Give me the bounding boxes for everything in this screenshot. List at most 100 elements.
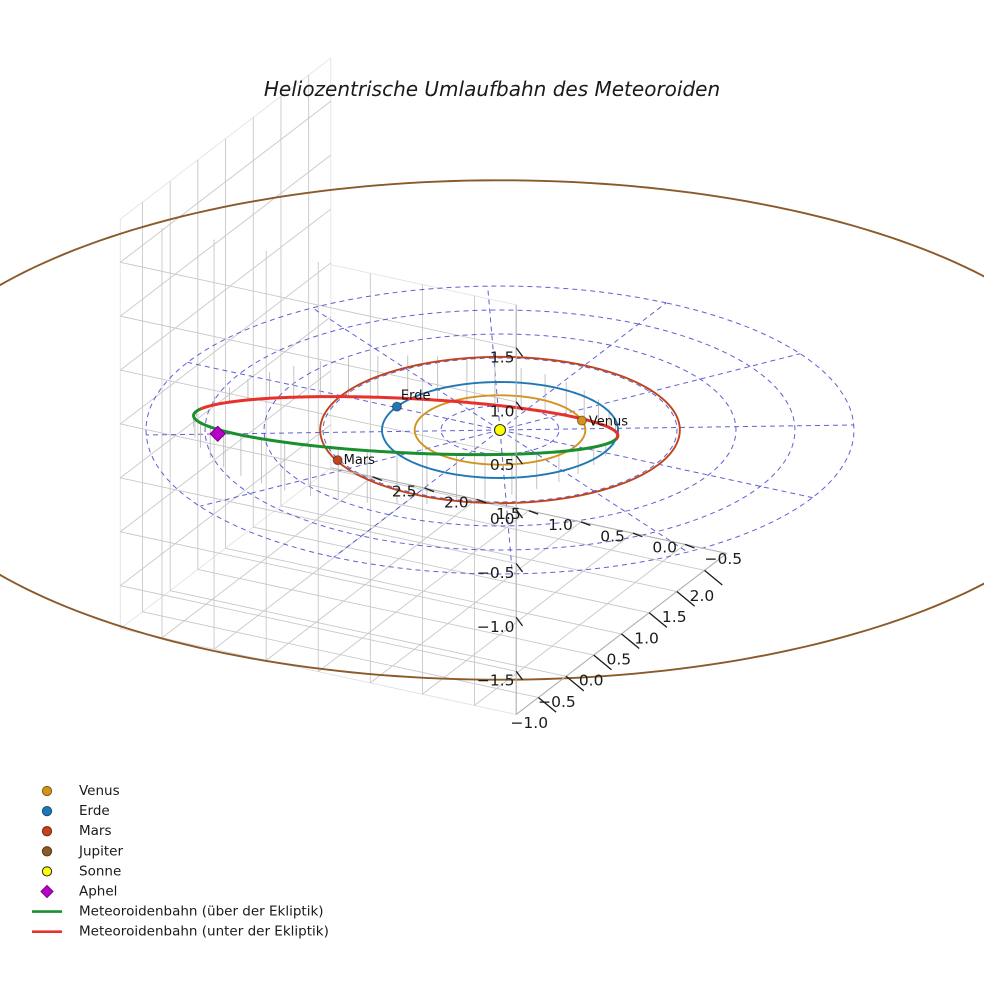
x-tick-label: −0.5 bbox=[538, 693, 576, 711]
legend-circle-icon bbox=[41, 826, 53, 837]
legend-item[interactable]: Mars bbox=[41, 823, 112, 839]
legend-item[interactable]: Erde bbox=[41, 803, 110, 819]
axis-gridlines bbox=[120, 75, 705, 706]
legend-circle-icon bbox=[41, 805, 53, 817]
floor-gridline-y bbox=[265, 498, 477, 661]
legend: Venus Erde Mars Jupiter Sonne Aphel Meteoroide… bbox=[32, 783, 329, 940]
body-label-erde: Erde bbox=[401, 389, 431, 404]
x-tick-label: −1.0 bbox=[510, 714, 548, 732]
left-wall-gridline-z bbox=[120, 585, 517, 672]
polar-spoke bbox=[312, 307, 501, 431]
y-tick-mark bbox=[424, 487, 435, 493]
legend-circle-icon bbox=[41, 785, 53, 797]
z-tick-label: −0.5 bbox=[477, 564, 515, 582]
orbit-jupiter bbox=[0, 179, 984, 681]
orbit-erde bbox=[381, 381, 619, 479]
legend-item[interactable]: Sonne bbox=[41, 863, 121, 879]
y-tick-mark bbox=[632, 532, 643, 538]
body-label-venus: Venus bbox=[589, 415, 628, 430]
polar-spoke bbox=[499, 424, 854, 431]
z-tick-label: 1.0 bbox=[490, 402, 515, 420]
y-tick-mark bbox=[372, 476, 383, 481]
z-tick-mark bbox=[515, 670, 524, 681]
x-tick-label: 0.0 bbox=[579, 672, 604, 690]
polar-circle bbox=[322, 357, 678, 503]
polar-circle bbox=[440, 405, 560, 455]
legend-label: Erde bbox=[79, 803, 110, 819]
legend-diamond-icon bbox=[40, 884, 54, 899]
left-wall-gridline-z bbox=[120, 369, 517, 457]
y-tick-label: 1.5 bbox=[496, 505, 521, 523]
x-tick-mark bbox=[648, 612, 668, 628]
back-wall-gridline-z bbox=[120, 208, 332, 371]
legend-item[interactable]: Meteoroidenbahn (über der Ekliptik) bbox=[32, 904, 324, 920]
y-tick-mark bbox=[684, 543, 695, 549]
back-wall-gridline-z bbox=[120, 154, 332, 317]
z-tick-label: 0.0 bbox=[490, 510, 515, 528]
polar-spoke bbox=[333, 429, 501, 558]
axis-lines bbox=[330, 304, 728, 715]
meteoroid-track bbox=[192, 395, 620, 457]
x-tick-mark bbox=[537, 696, 557, 713]
y-tick-label: 2.0 bbox=[444, 494, 469, 512]
x-tick-label: 1.0 bbox=[634, 629, 659, 647]
legend-item[interactable]: Venus bbox=[41, 783, 120, 799]
legend-label: Venus bbox=[79, 783, 120, 799]
y-tick-label: 1.0 bbox=[548, 516, 573, 534]
legend-circle-icon bbox=[41, 866, 53, 877]
legend-circle-icon bbox=[41, 846, 53, 857]
x-tick-mark bbox=[593, 654, 612, 671]
legend-label: Sonne bbox=[79, 863, 121, 879]
left-wall-gridline-z bbox=[120, 531, 517, 618]
marker-aphel[interactable] bbox=[209, 425, 226, 442]
marker-mars[interactable] bbox=[332, 455, 343, 466]
x-tick-label: 1.5 bbox=[662, 608, 687, 626]
x-tick-mark bbox=[565, 675, 585, 692]
floor-gridline-y bbox=[474, 544, 686, 706]
axis-ticks: −1.0−0.50.00.51.01.52.0−0.50.00.51.01.52… bbox=[372, 347, 742, 732]
y-tick-label: 2.5 bbox=[392, 482, 417, 500]
z-tick-label: −1.5 bbox=[477, 672, 515, 690]
x-axis-spine bbox=[515, 552, 728, 715]
z-tick-label: 0.5 bbox=[490, 456, 515, 474]
legend-item[interactable]: Meteoroidenbahn (unter der Ekliptik) bbox=[32, 924, 329, 940]
z-tick-mark bbox=[515, 509, 524, 519]
back-wall-gridline-z bbox=[120, 424, 332, 587]
x-tick-label: 2.0 bbox=[690, 587, 715, 605]
page-title: Heliozentrische Umlaufbahn des Meteoroid… bbox=[264, 77, 720, 101]
y-tick-mark bbox=[528, 509, 539, 515]
z-tick-mark bbox=[515, 617, 524, 627]
legend-item[interactable]: Aphel bbox=[40, 884, 117, 900]
polar-spoke bbox=[199, 429, 501, 507]
y-tick-label: 0.5 bbox=[600, 527, 625, 545]
z-tick-mark bbox=[515, 347, 524, 357]
y-axis-spine bbox=[330, 467, 727, 554]
x-tick-mark bbox=[621, 633, 640, 650]
polar-spoke bbox=[146, 429, 501, 436]
legend-label: Jupiter bbox=[78, 843, 123, 859]
meteoroid-track-below-ecliptic bbox=[200, 395, 620, 440]
orbit-mars bbox=[319, 355, 681, 505]
x-tick-label: 0.5 bbox=[607, 651, 632, 669]
floor-gridline-y bbox=[161, 476, 373, 639]
left-wall-gridline-z bbox=[120, 423, 517, 511]
z-tick-mark bbox=[515, 401, 524, 411]
polar-spoke bbox=[499, 429, 688, 553]
meteoroid-track-above-ecliptic bbox=[192, 407, 619, 457]
x-tick-mark bbox=[676, 591, 695, 607]
legend-label: Meteoroidenbahn (über der Ekliptik) bbox=[79, 904, 324, 920]
polar-spoke bbox=[487, 286, 501, 431]
marker-venus[interactable] bbox=[576, 415, 587, 426]
floor-gridline-y bbox=[422, 532, 634, 695]
floor-gridline-y bbox=[317, 510, 530, 672]
body-markers bbox=[209, 401, 587, 466]
z-tick-label: −1.0 bbox=[477, 618, 515, 636]
marker-sonne[interactable] bbox=[493, 423, 507, 437]
marker-erde[interactable] bbox=[391, 401, 402, 412]
polar-grid bbox=[145, 285, 855, 575]
polar-spoke bbox=[499, 429, 513, 574]
x-tick-mark bbox=[704, 569, 723, 586]
z-tick-label: 1.5 bbox=[490, 348, 515, 366]
legend-item[interactable]: Jupiter bbox=[41, 843, 123, 859]
